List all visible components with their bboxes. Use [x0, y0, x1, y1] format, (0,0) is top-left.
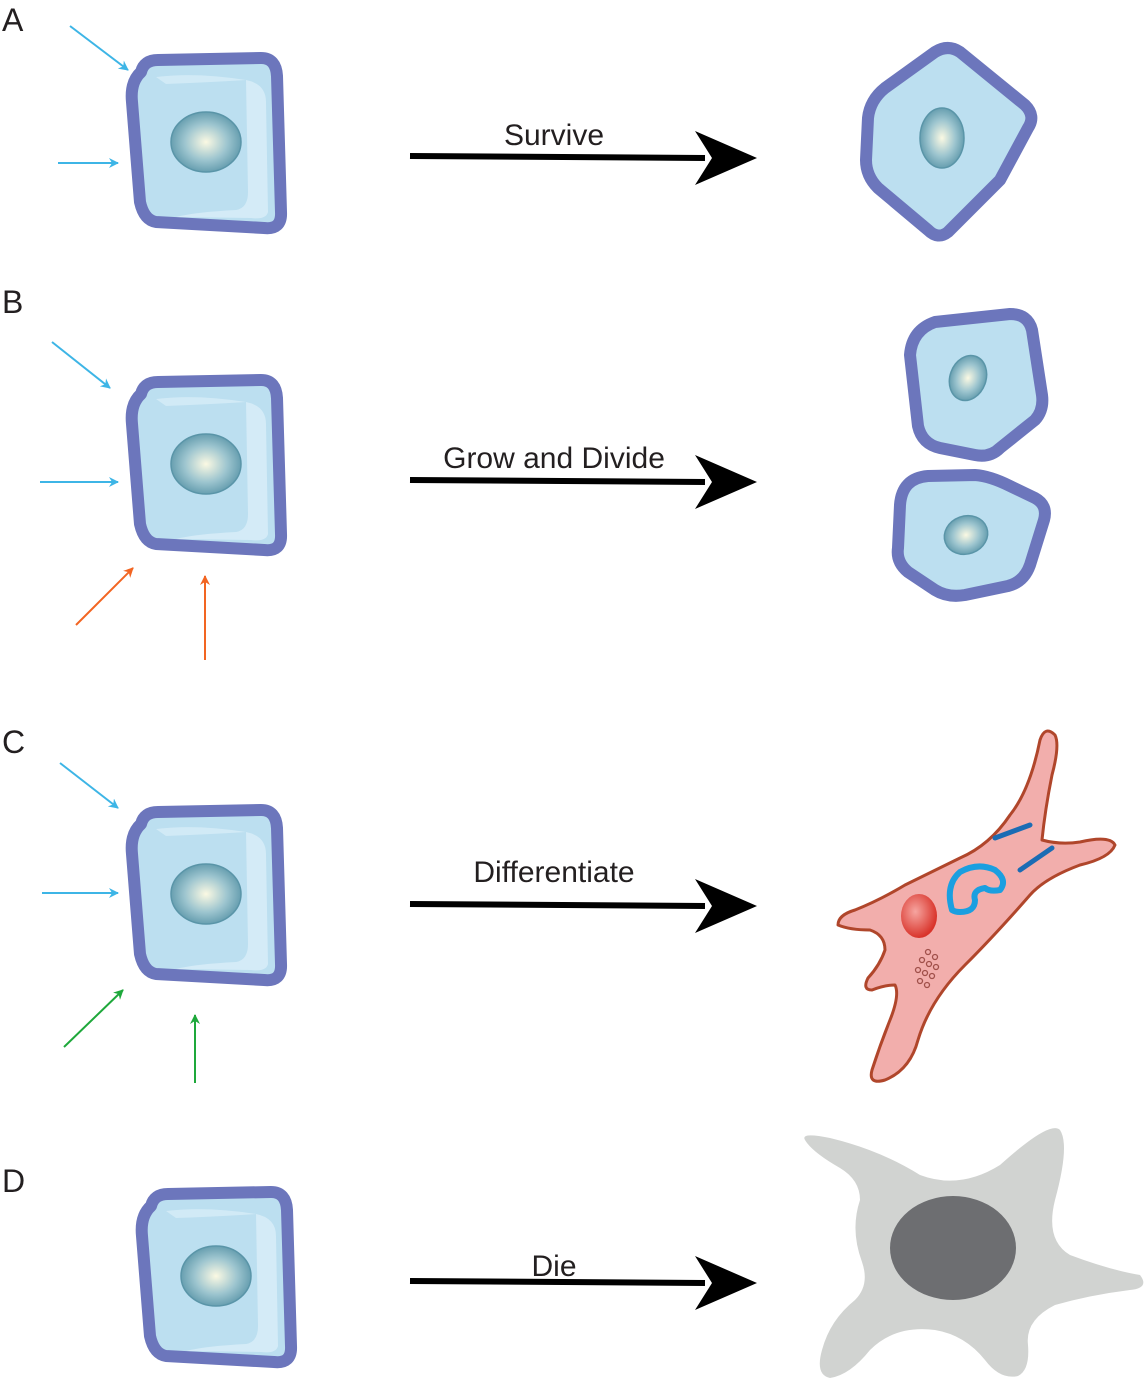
panel-letter-c: C [2, 724, 25, 760]
filament-organelle [1017, 845, 1055, 873]
panel-b: B Grow and Divide [2, 284, 1051, 660]
dead-cell [804, 1128, 1144, 1378]
panel-c: C Differentiate [2, 724, 1117, 1083]
differentiated-nucleus [901, 894, 937, 938]
golgi-organelle [946, 863, 1007, 915]
outcome-arrowhead [695, 131, 757, 185]
source-cell [132, 810, 281, 980]
vesicle-cluster [914, 948, 940, 989]
outcome-arrow [409, 477, 706, 485]
panel-d: D Die [2, 1128, 1144, 1378]
outcome-arrow [409, 1278, 706, 1286]
source-cell [132, 58, 281, 228]
outcome-arrowhead [695, 455, 757, 509]
outcome-arrow [409, 901, 706, 909]
signal-arrow-orange [75, 567, 134, 626]
source-cell [132, 380, 281, 550]
panel-letter-b: B [2, 284, 23, 320]
outcome-arrowhead [695, 1256, 757, 1310]
daughter-cell-top [904, 308, 1049, 462]
outcome-arrowhead [695, 879, 757, 933]
outcome-label: Differentiate [473, 856, 634, 889]
outcome-arrow [409, 153, 706, 161]
differentiated-cell [836, 729, 1117, 1083]
filament-organelle [992, 822, 1033, 841]
signal-arrow-blue [69, 25, 129, 71]
outcome-label: Die [531, 1250, 576, 1283]
outcome-label: Grow and Divide [443, 442, 665, 475]
survived-cell [860, 42, 1038, 242]
panel-a: A Survive [2, 2, 1038, 242]
dead-cell-nucleus [890, 1196, 1016, 1300]
panel-letter-a: A [2, 2, 24, 38]
daughter-cell-bottom [891, 469, 1051, 602]
signal-arrow-blue [59, 762, 119, 809]
outcome-label: Survive [504, 119, 604, 152]
signal-arrow-blue [51, 341, 111, 389]
source-cell [142, 1192, 291, 1362]
panel-letter-d: D [2, 1163, 25, 1199]
signal-arrow-green [63, 989, 124, 1048]
